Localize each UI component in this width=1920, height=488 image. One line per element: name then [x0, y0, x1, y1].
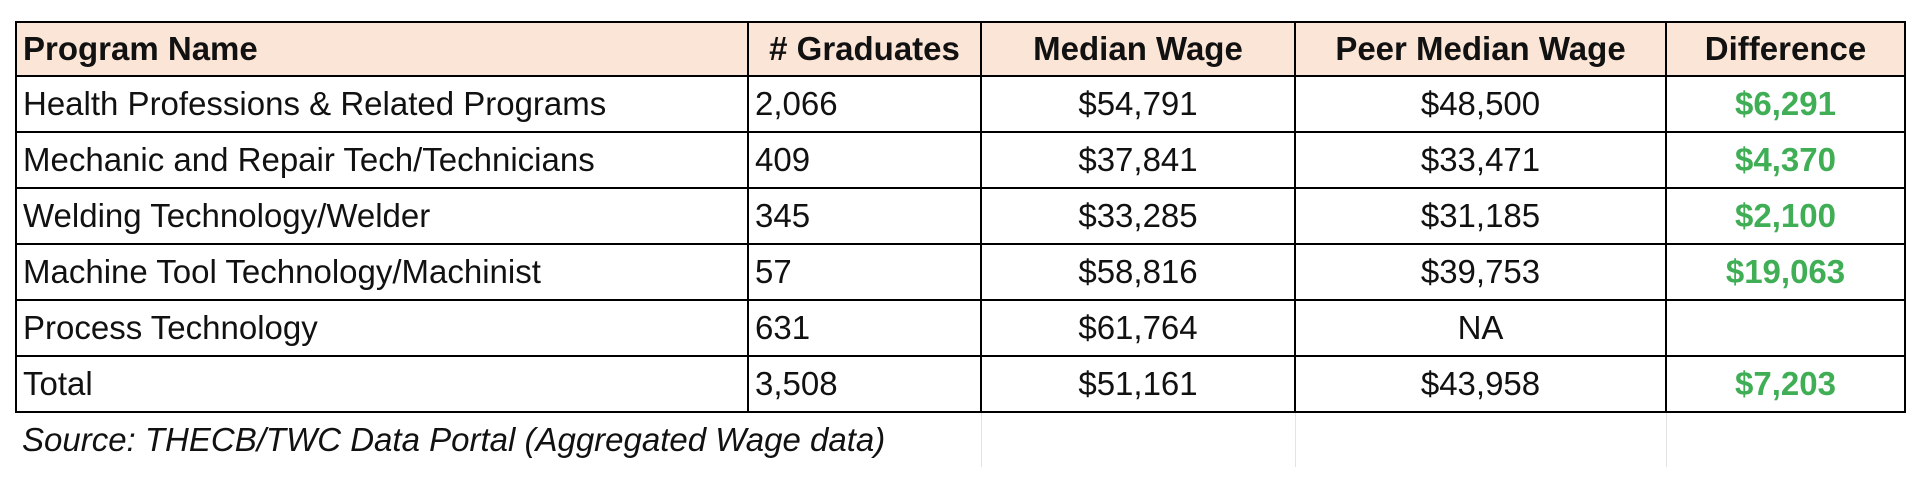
empty-cell [1665, 299, 1906, 357]
table-cell: $48,500 [1294, 75, 1667, 133]
table-cell: $33,471 [1294, 131, 1667, 189]
table-cell: Mechanic and Repair Tech/Technicians [15, 131, 749, 189]
header-cell: Difference [1665, 21, 1906, 77]
table-cell: 2,066 [747, 75, 982, 133]
table-cell: 631 [747, 299, 982, 357]
table-cell: $4,370 [1665, 131, 1906, 189]
header-cell: # Graduates [747, 21, 982, 77]
table-cell: Total [15, 355, 749, 413]
table-cell: $33,285 [980, 187, 1296, 245]
table-row: Mechanic and Repair Tech/Technicians 409 $… [15, 131, 1906, 189]
table-cell: $58,816 [980, 243, 1296, 301]
table-cell: $61,764 [980, 299, 1296, 357]
table-cell: $7,203 [1665, 355, 1906, 413]
table-body: Health Professions & Related Programs 2,0… [15, 75, 1906, 467]
table-cell: Health Professions & Related Programs [15, 75, 749, 133]
table-cell: $54,791 [980, 75, 1296, 133]
table-row: Welding Technology/Welder 345 $33,285 $31,1… [15, 187, 1906, 245]
table-cell: NA [1294, 299, 1667, 357]
table-cell: Welding Technology/Welder [15, 187, 749, 245]
source-row: Source: THECB/TWC Data Portal (Aggregate… [16, 411, 1905, 467]
blank-cell [980, 411, 1295, 467]
blank-cell [1665, 411, 1905, 467]
table-cell: $19,063 [1665, 243, 1906, 301]
table-cell: 57 [747, 243, 982, 301]
table-cell: 345 [747, 187, 982, 245]
source-note: Source: THECB/TWC Data Portal (Aggregate… [16, 411, 981, 467]
table-cell: 3,508 [747, 355, 982, 413]
table-cell: 409 [747, 131, 982, 189]
table-cell: $39,753 [1294, 243, 1667, 301]
header-row: Program Name # Graduates Median Wage Peer M… [15, 21, 1906, 77]
table-row: Health Professions & Related Programs 2,0… [15, 75, 1906, 133]
table-cell: $31,185 [1294, 187, 1667, 245]
table-cell: $43,958 [1294, 355, 1667, 413]
header-cell: Peer Median Wage [1294, 21, 1667, 77]
table-cell: $2,100 [1665, 187, 1906, 245]
table-cell: Process Technology [15, 299, 749, 357]
table-row: Process Technology 631 $61,764 NA [15, 299, 1906, 357]
table-cell: $37,841 [980, 131, 1296, 189]
blank-cell [1294, 411, 1666, 467]
wage-table: Program Name # Graduates Median Wage Peer M… [15, 21, 1906, 467]
header-cell: Program Name [15, 21, 749, 77]
table-row: Total 3,508 $51,161 $43,958 $7,203 [15, 355, 1906, 413]
header-cell: Median Wage [980, 21, 1296, 77]
table-cell: $6,291 [1665, 75, 1906, 133]
table-cell: $51,161 [980, 355, 1296, 413]
table-cell: Machine Tool Technology/Machinist [15, 243, 749, 301]
table-row: Machine Tool Technology/Machinist 57 $58,8… [15, 243, 1906, 301]
